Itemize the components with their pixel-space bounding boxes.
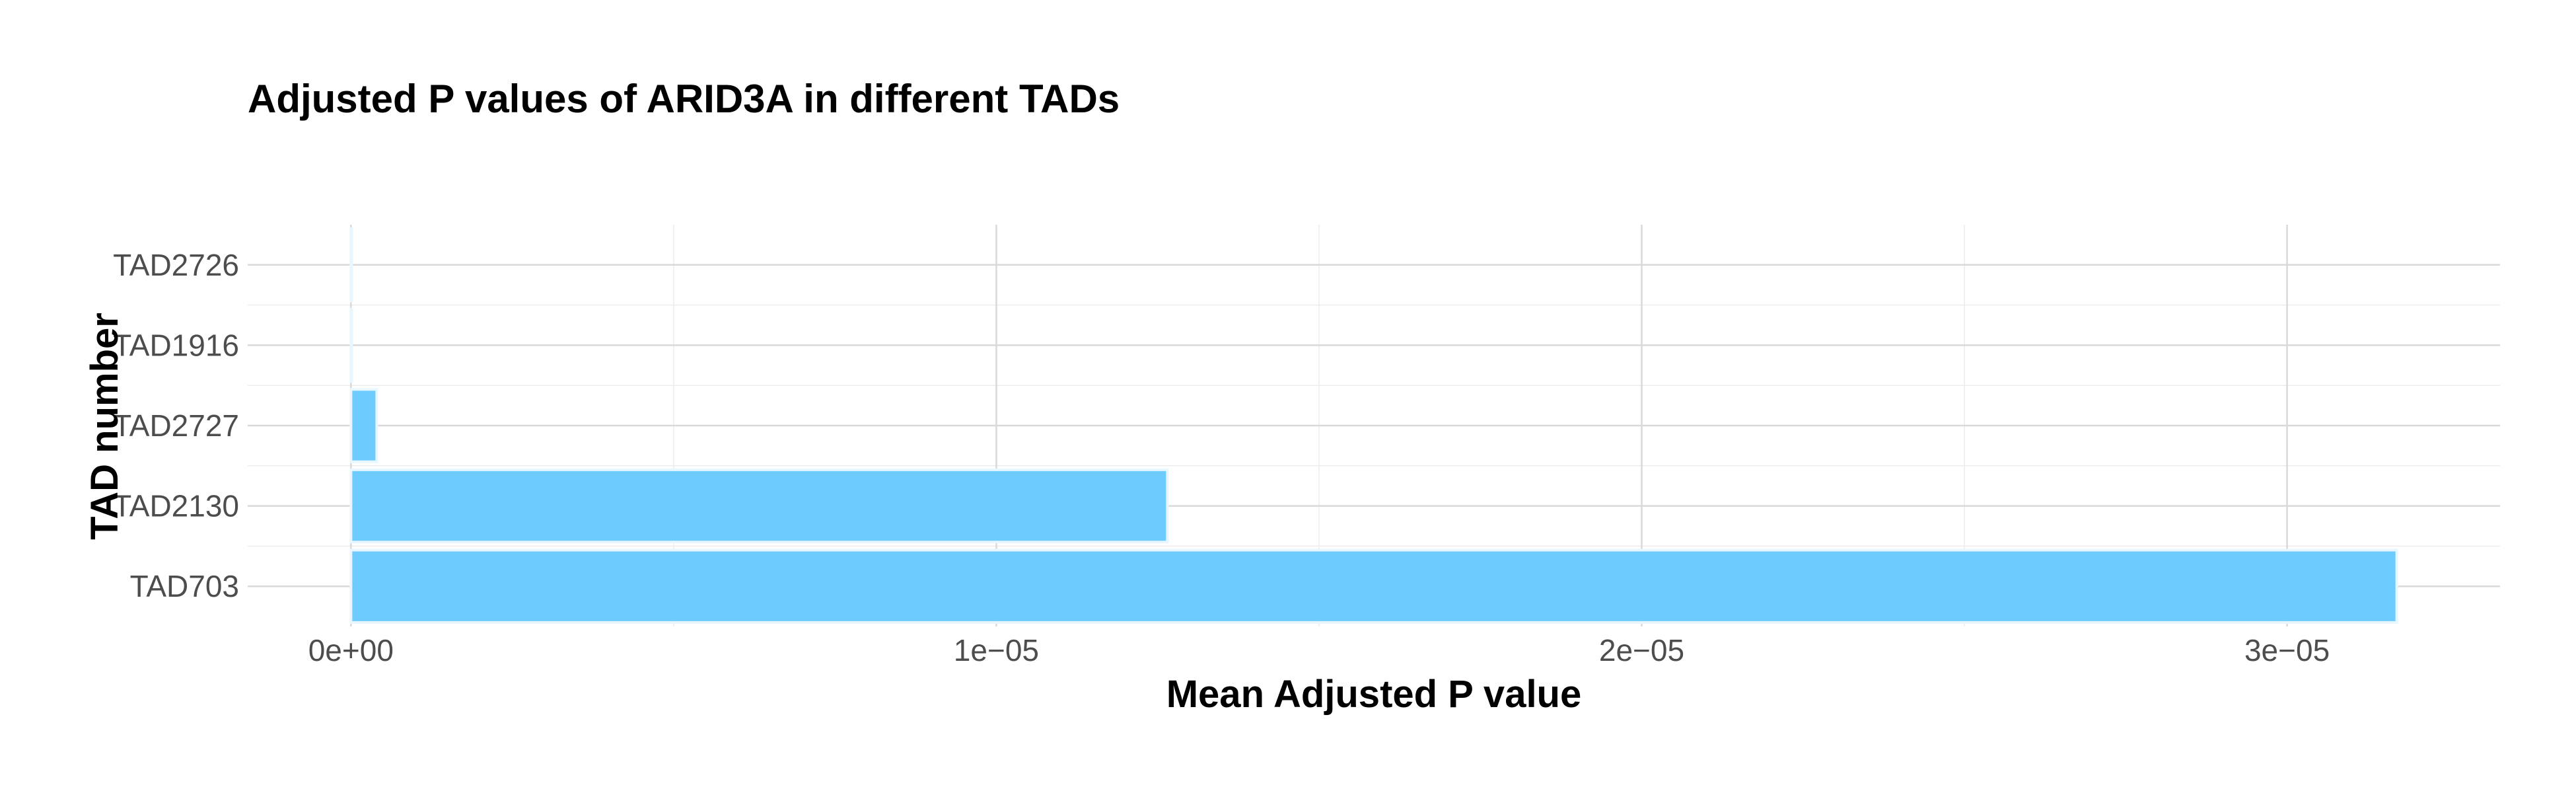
x-tick-label: 0e+00 (308, 633, 394, 667)
bar-tad2727 (349, 388, 378, 463)
x-tick-label: 1e−05 (954, 633, 1039, 667)
y-tick-label: TAD2130 (113, 489, 239, 523)
x-axis-title: Mean Adjusted P value (1166, 673, 1582, 716)
y-tick-label: TAD703 (130, 569, 239, 603)
y-tick-label: TAD2727 (113, 408, 239, 443)
x-tick-label: 2e−05 (1599, 633, 1684, 667)
y-tick-label: TAD1916 (113, 328, 239, 362)
bar-tad703 (349, 548, 2398, 624)
bar-tad2130 (349, 468, 1169, 544)
y-tick-label: TAD2726 (113, 248, 239, 282)
y-axis-title: TAD number (83, 313, 126, 540)
chart-title: Adjusted P values of ARID3A in different… (248, 77, 1120, 121)
y-tick-labels: TAD703 TAD2130 TAD2727 TAD1916 TAD2726 (113, 248, 239, 603)
x-tick-label: 3e−05 (2244, 633, 2330, 667)
x-tick-labels: 0e+00 1e−05 2e−05 3e−05 (308, 633, 2330, 667)
bars (349, 227, 2398, 624)
